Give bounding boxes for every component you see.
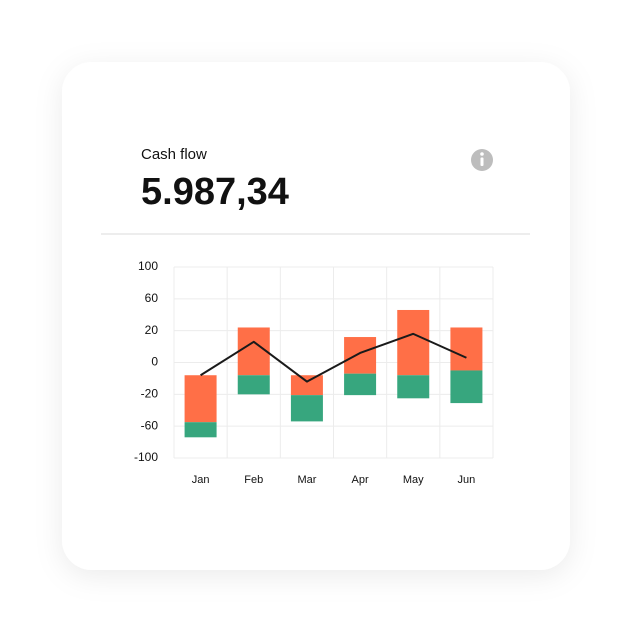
bar-segment — [237, 327, 270, 376]
info-icon[interactable] — [471, 149, 493, 171]
x-tick-label: Jun — [458, 474, 476, 486]
bar-segment — [450, 327, 483, 371]
x-tick-label: Mar — [297, 474, 316, 486]
y-tick-label: 20 — [145, 323, 159, 337]
bar-segment — [184, 375, 217, 423]
y-tick-label: 0 — [151, 355, 158, 369]
bar-segment — [397, 309, 430, 376]
y-tick-label: 100 — [138, 259, 158, 273]
line — [200, 332, 467, 383]
y-tick-label: 60 — [145, 291, 159, 305]
x-tick-label: Feb — [244, 474, 263, 486]
y-tick-label: -20 — [141, 387, 159, 401]
bar-segment — [344, 337, 377, 374]
x-tick-label: Jan — [192, 474, 210, 486]
bar-segment — [397, 375, 430, 399]
x-tick-label: Apr — [352, 474, 369, 486]
bar-segment — [237, 375, 270, 395]
y-tick-label: -100 — [134, 450, 158, 464]
x-tick-label: May — [403, 474, 424, 486]
bar-segment — [184, 422, 217, 438]
amount: 5.987,34 — [141, 171, 289, 213]
plot: 100 60 20 0 -20 -60 -100 Jan Feb Mar Apr May Jun — [134, 259, 494, 486]
bar-segment — [450, 370, 483, 404]
y-tick-label: -60 — [141, 418, 159, 432]
card — [62, 62, 570, 570]
card-title: Cash flow — [141, 146, 207, 163]
bar-segment — [344, 373, 377, 396]
bar-segment — [290, 375, 323, 396]
bar-segment — [290, 395, 323, 422]
